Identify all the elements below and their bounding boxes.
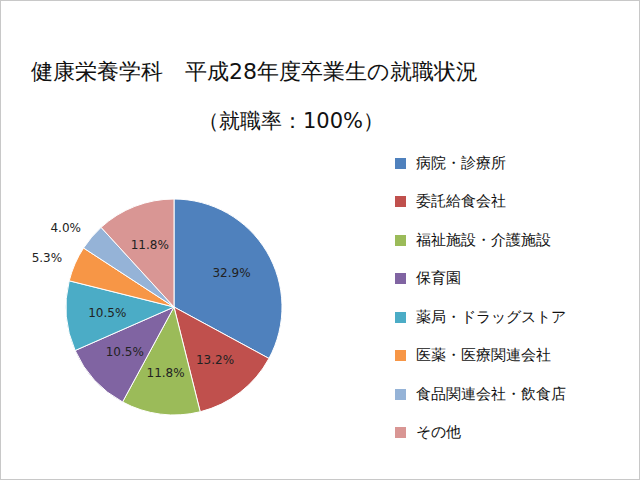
svg-text:4.0%: 4.0% — [50, 221, 81, 235]
svg-text:11.8%: 11.8% — [131, 238, 169, 252]
svg-text:10.5%: 10.5% — [88, 306, 126, 320]
svg-text:32.9%: 32.9% — [212, 266, 250, 280]
html-text:薬局・ドラッグストア: 薬局・ドラッグストア — [416, 307, 566, 326]
html-text:（就職率：100%）: （就職率：100%） — [198, 109, 384, 133]
svg-text:10.5%: 10.5% — [106, 345, 144, 359]
html-text:食品関連会社・飲食店: 食品関連会社・飲食店 — [416, 384, 566, 403]
html-text:保育園: 保育園 — [416, 269, 461, 288]
html-text:医薬・医療関連会社: 医薬・医療関連会社 — [416, 346, 551, 365]
html-text:福祉施設・介護施設: 福祉施設・介護施設 — [416, 230, 551, 249]
html-text:委託給食会社: 委託給食会社 — [416, 192, 506, 211]
html-text:健康栄養学科 平成28年度卒業生の就職状況: 健康栄養学科 平成28年度卒業生の就職状況 — [31, 59, 478, 84]
svg-text:13.2%: 13.2% — [196, 353, 234, 367]
html-text:病院・診療所: 病院・診療所 — [416, 153, 506, 172]
html-text:その他: その他 — [416, 423, 461, 442]
svg-text:5.3%: 5.3% — [32, 251, 63, 265]
svg-text:11.8%: 11.8% — [147, 366, 185, 380]
